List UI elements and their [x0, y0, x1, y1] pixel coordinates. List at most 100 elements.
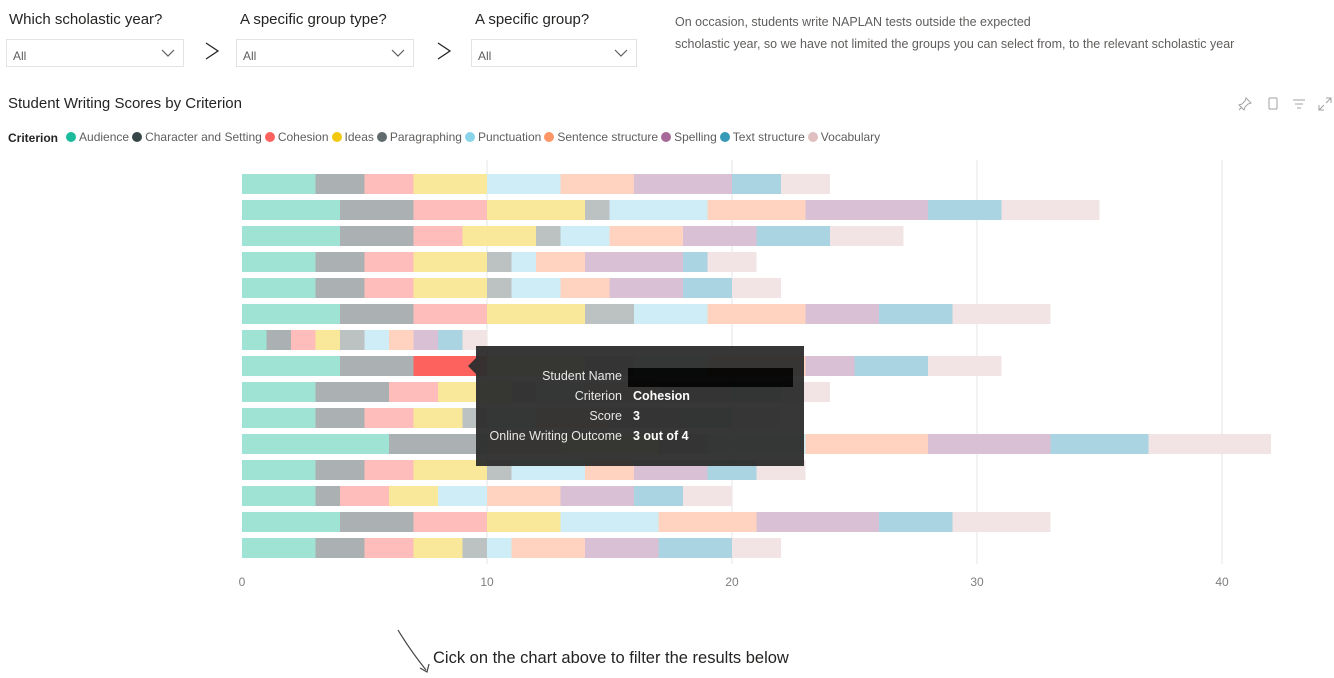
bar-segment[interactable]: [364, 460, 414, 480]
bar-segment[interactable]: [315, 330, 341, 350]
bar-segment[interactable]: [756, 226, 831, 246]
bar-segment[interactable]: [242, 200, 340, 220]
bar-segment[interactable]: [683, 278, 732, 298]
bar-segment[interactable]: [560, 486, 635, 506]
bar-segment[interactable]: [879, 512, 953, 532]
bar-segment[interactable]: [511, 538, 586, 558]
bar-segment[interactable]: [511, 252, 537, 272]
bar-segment[interactable]: [879, 304, 953, 324]
bar-segment[interactable]: [487, 278, 512, 298]
bar-segment[interactable]: [315, 486, 341, 506]
bar-segment[interactable]: [291, 330, 316, 350]
legend-item[interactable]: Paragraphing: [376, 130, 462, 144]
bar-segment[interactable]: [487, 538, 512, 558]
bar-segment[interactable]: [487, 174, 561, 194]
focus-mode-button[interactable]: [1318, 97, 1332, 116]
bar-segment[interactable]: [462, 330, 488, 350]
bar-segment[interactable]: [928, 200, 1002, 220]
bar-segment[interactable]: [805, 356, 855, 376]
bar-segment[interactable]: [413, 226, 463, 246]
bar-segment[interactable]: [315, 278, 365, 298]
bar-segment[interactable]: [536, 252, 585, 272]
bar-segment[interactable]: [658, 538, 733, 558]
bar-segment[interactable]: [242, 252, 316, 272]
bar-segment[interactable]: [364, 408, 414, 428]
bar-segment[interactable]: [242, 356, 340, 376]
bar-segment[interactable]: [634, 486, 683, 506]
bar-segment[interactable]: [315, 538, 365, 558]
legend-item[interactable]: Vocabulary: [807, 130, 880, 144]
bar-segment[interactable]: [413, 304, 488, 324]
bar-segment[interactable]: [462, 538, 488, 558]
bar-segment[interactable]: [707, 304, 806, 324]
bar-segment[interactable]: [242, 278, 316, 298]
legend-item[interactable]: Punctuation: [464, 130, 541, 144]
bar-segment[interactable]: [389, 486, 438, 506]
bar-segment[interactable]: [609, 226, 684, 246]
bar-segment[interactable]: [242, 460, 316, 480]
bar-segment[interactable]: [315, 408, 365, 428]
bar-segment[interactable]: [389, 434, 487, 454]
bar-segment[interactable]: [413, 174, 488, 194]
bar-segment[interactable]: [487, 512, 561, 532]
bar-segment[interactable]: [609, 278, 684, 298]
bar-segment[interactable]: [242, 330, 267, 350]
bar-segment[interactable]: [952, 512, 1051, 532]
bar-segment[interactable]: [242, 408, 316, 428]
bar-segment[interactable]: [585, 252, 683, 272]
bar-segment[interactable]: [585, 538, 659, 558]
bar-segment[interactable]: [413, 330, 439, 350]
bar-segment[interactable]: [242, 486, 316, 506]
bar-segment[interactable]: [732, 538, 781, 558]
bar-segment[interactable]: [242, 382, 316, 402]
bar-segment[interactable]: [242, 538, 316, 558]
bar-segment[interactable]: [560, 278, 610, 298]
legend-item[interactable]: Ideas: [331, 130, 374, 144]
bar-segment[interactable]: [413, 460, 488, 480]
bar-segment[interactable]: [560, 174, 635, 194]
bar-segment[interactable]: [805, 200, 929, 220]
group-dropdown[interactable]: All: [471, 39, 637, 67]
bar-segment[interactable]: [413, 512, 488, 532]
bar-segment[interactable]: [242, 434, 389, 454]
legend-item[interactable]: Text structure: [719, 130, 805, 144]
bar-segment[interactable]: [340, 304, 414, 324]
stacked-bar-chart[interactable]: 0 10 20 30 40: [0, 0, 1334, 600]
legend-item[interactable]: Character and Setting: [132, 130, 262, 144]
bar-segment[interactable]: [413, 278, 488, 298]
bar-segment[interactable]: [805, 434, 929, 454]
bar-segment[interactable]: [585, 200, 610, 220]
bar-segment[interactable]: [683, 486, 732, 506]
legend-item[interactable]: Sentence structure: [544, 130, 658, 144]
bar-segment[interactable]: [340, 356, 414, 376]
bar-segment[interactable]: [364, 278, 414, 298]
bar-segment[interactable]: [560, 512, 659, 532]
bar-segment[interactable]: [928, 434, 1051, 454]
bar-segment[interactable]: [511, 278, 561, 298]
bar-segment[interactable]: [609, 200, 708, 220]
bar-segment[interactable]: [1148, 434, 1272, 454]
bar-segment[interactable]: [1001, 200, 1100, 220]
bar-segment[interactable]: [928, 356, 1002, 376]
bar-segment[interactable]: [634, 304, 708, 324]
bar-segment[interactable]: [707, 252, 757, 272]
copy-visual-button[interactable]: [1266, 97, 1280, 116]
legend-item[interactable]: Audience: [66, 130, 129, 144]
bar-segment[interactable]: [340, 330, 365, 350]
bar-segment[interactable]: [683, 252, 708, 272]
bar-segment[interactable]: [1050, 434, 1149, 454]
year-dropdown[interactable]: All: [6, 39, 184, 67]
bar-segment[interactable]: [487, 200, 585, 220]
bar-segment[interactable]: [732, 278, 781, 298]
bar-segment[interactable]: [854, 356, 929, 376]
bar-segment[interactable]: [683, 226, 757, 246]
bar-segment[interactable]: [585, 304, 634, 324]
bar-segment[interactable]: [242, 512, 340, 532]
bar-segment[interactable]: [413, 408, 463, 428]
bar-segment[interactable]: [389, 330, 414, 350]
bar-segment[interactable]: [364, 252, 414, 272]
bar-segment[interactable]: [487, 252, 512, 272]
bar-segment[interactable]: [413, 200, 488, 220]
bar-segment[interactable]: [634, 174, 732, 194]
bar-segment[interactable]: [658, 512, 757, 532]
